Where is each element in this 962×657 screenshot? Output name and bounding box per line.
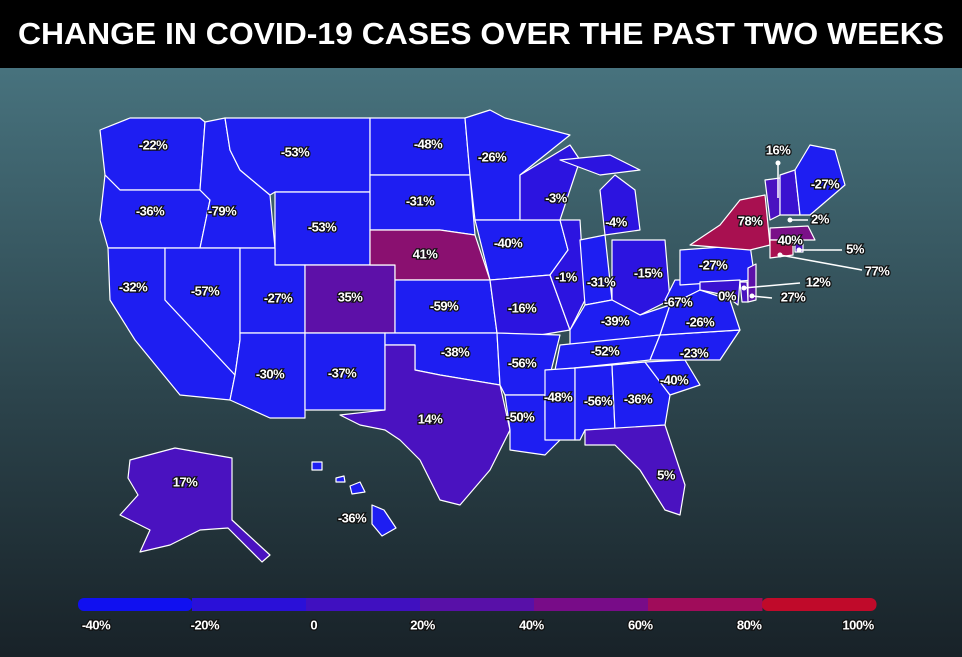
region-label: -27% [264,290,293,305]
region [769,239,794,259]
region-label: -38% [441,344,470,359]
region [659,289,741,336]
region-label: 0% [718,288,737,303]
region-label: 35% [338,289,363,304]
region-label: 77% [865,263,890,278]
pointer-dot [787,217,793,223]
legend-swatch [420,598,535,611]
region [119,447,271,563]
region-label: -36% [624,391,653,406]
region-label: -36% [136,203,165,218]
region-label: -52% [591,343,620,358]
legend-swatch [78,598,193,611]
pointer-dot [749,293,755,299]
legend-swatch [192,598,307,611]
region-label: -26% [686,314,715,329]
region [611,239,671,316]
region-label: 2% [811,211,830,226]
region [584,424,686,516]
pointer-dot [796,247,802,253]
region-label: -48% [414,136,443,151]
region-label: -16% [508,300,537,315]
region [649,329,741,361]
legend-swatch [762,598,877,611]
region-label: -32% [119,279,148,294]
region [611,361,671,431]
region-label: -37% [328,365,357,380]
legend-tick-label: 40% [519,617,544,632]
region-label: -1% [555,269,578,284]
region-label: -31% [406,193,435,208]
region-label: 5% [846,241,865,256]
region-label: 41% [413,246,438,261]
pointer-dot [777,252,783,258]
region-label: -56% [508,355,537,370]
region-label: 5% [657,467,676,482]
legend: -40% -20% 0 20% 40% 60% 80% 100% [78,598,877,634]
legend-tick-label: -20% [191,617,220,632]
region-label: -56% [584,393,613,408]
region-label: 12% [806,274,831,289]
legend-tick-label: 80% [737,617,762,632]
region-label: -40% [494,235,523,250]
region-label: 17% [173,474,198,489]
region-label: 40% [778,232,803,247]
region-label: -36% [338,510,367,525]
title: CHANGE IN COVID-19 CASES OVER THE PAST T… [18,16,944,51]
region [769,225,816,241]
legend-tick-label: 60% [628,617,653,632]
region-label: -15% [634,265,663,280]
region-label: 78% [738,213,763,228]
region-label: -4% [605,214,628,229]
pointer-dot [775,160,781,166]
region-label: -39% [601,313,630,328]
region-label: -27% [699,257,728,272]
pointer-dot [741,285,747,291]
region [339,344,511,506]
region [519,144,581,221]
region-label: -53% [308,219,337,234]
legend-swatch [648,598,763,611]
region [689,194,771,251]
region [644,359,701,396]
region [559,154,641,236]
region [311,461,397,537]
region-label: -53% [281,144,310,159]
legend-swatch [534,598,649,611]
pointer-line [751,295,773,299]
region-label: -22% [139,137,168,152]
legend-tick-label: 20% [410,617,435,632]
legend-tick-label: 100% [842,617,874,632]
region-label: -23% [680,345,709,360]
region-label: -3% [545,190,568,205]
region-label: -27% [811,176,840,191]
region [739,281,749,303]
region [544,367,576,441]
region-label: -57% [191,283,220,298]
region-label: -31% [587,274,616,289]
pointer-line [779,254,863,271]
region-label: -30% [256,366,285,381]
region [99,117,206,191]
legend-swatch [306,598,421,611]
title-bar [0,0,962,68]
region-label: -67% [664,294,693,309]
legend-tick-label: -40% [82,617,111,632]
region [794,144,846,216]
map: -22% -36% -79% -53% -53% -32% -57% -27% -30% 35% -… [99,109,892,563]
region-label: -79% [208,203,237,218]
region [699,279,741,306]
region-label: -50% [506,409,535,424]
region-label: 16% [766,142,791,157]
region-label: -40% [660,372,689,387]
pointer-line [743,282,801,289]
region-label: -48% [544,389,573,404]
region-label: 27% [781,289,806,304]
region-label: -59% [430,298,459,313]
region-label: 14% [418,411,443,426]
legend-tick-label: 0 [310,617,317,632]
region [489,274,571,336]
region-label: -26% [478,149,507,164]
